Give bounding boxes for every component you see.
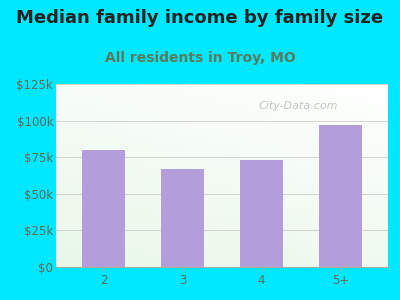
Bar [82, 150, 125, 267]
Bar [161, 169, 204, 267]
Text: All residents in Troy, MO: All residents in Troy, MO [105, 51, 295, 65]
Bar [240, 160, 283, 267]
Bar [319, 125, 362, 267]
Text: City-Data.com: City-Data.com [259, 101, 338, 111]
Text: Median family income by family size: Median family income by family size [16, 9, 384, 27]
